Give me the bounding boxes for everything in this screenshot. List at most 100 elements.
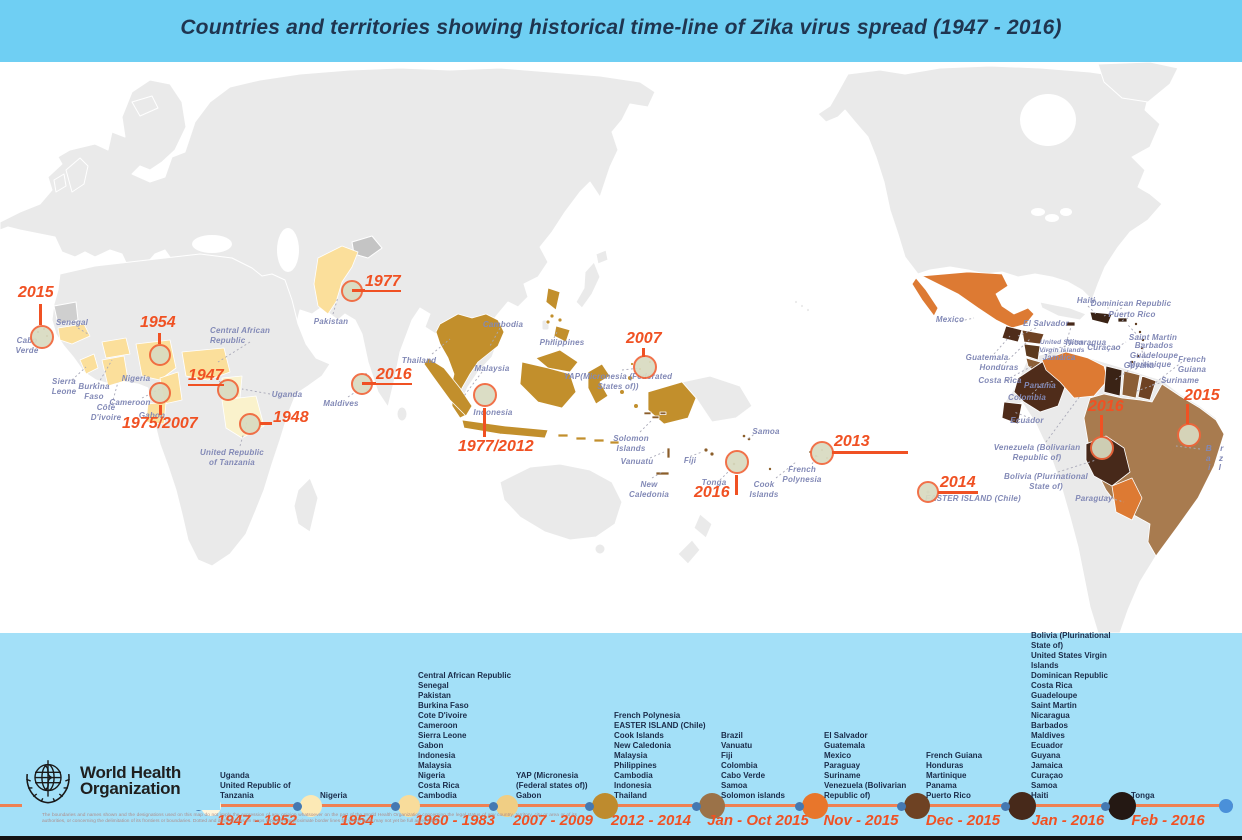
map-country-label-tanzania: United Republic of Tanzania bbox=[200, 448, 264, 467]
map-country-label-panama: Panama bbox=[1024, 381, 1056, 390]
year-label-pakistan-1977: 1977 bbox=[365, 273, 401, 292]
map-country-label-samoa: Samoa bbox=[752, 427, 780, 436]
who-logo bbox=[26, 760, 70, 804]
year-label-nigeria-1954: 1954 bbox=[140, 314, 176, 331]
map-country-label-saint-martin: Saint Martin bbox=[1128, 333, 1178, 342]
year-label-uganda-1947: 1947 bbox=[188, 367, 224, 386]
map-country-label-senegal: Senegal bbox=[55, 318, 89, 327]
marker-connector-pakistan-1977 bbox=[352, 289, 365, 292]
year-label-french-polynesia-2013: 2013 bbox=[834, 433, 870, 450]
marker-connector-tonga-2016 bbox=[735, 475, 738, 495]
title-bar: Countries and territories showing histor… bbox=[0, 0, 1242, 62]
year-label-easter-island-2014: 2014 bbox=[940, 474, 976, 491]
map-country-label-dominican-republic: Dominican Republic bbox=[1090, 299, 1172, 308]
map-country-label-cameroon: Cameroon bbox=[109, 398, 151, 407]
map-country-label-haiti: Haiti bbox=[1076, 296, 1096, 305]
marker-connector-yap-2007 bbox=[642, 348, 645, 357]
outbreak-marker-nigeria-1954 bbox=[149, 344, 171, 366]
marker-connector-tanzania-1948 bbox=[260, 422, 272, 425]
map-country-label-venezuela: Venezuela (Bolivarian Republic of) bbox=[993, 443, 1081, 462]
outbreak-marker-bolivia-2016 bbox=[1090, 436, 1114, 460]
year-label-tanzania-1948: 1948 bbox=[273, 409, 309, 426]
map-country-label-cambodia: Cambodia bbox=[482, 320, 524, 329]
outbreak-marker-brazil-2015 bbox=[1177, 423, 1201, 447]
outbreak-marker-cabo-verde-2015 bbox=[30, 325, 54, 349]
map-country-label-french-guiana: French Guiana bbox=[1177, 355, 1207, 374]
year-label-maldives-2016: 2016 bbox=[376, 366, 412, 385]
world-map bbox=[0, 62, 1225, 633]
map-country-label-yap-micronesia: YAP(Micronesia (Federated States of)) bbox=[563, 372, 672, 391]
who-logo-block: World Health Organization bbox=[22, 752, 220, 810]
marker-connector-bolivia-2016 bbox=[1100, 415, 1103, 437]
map-country-label-thailand: Thailand bbox=[401, 356, 437, 365]
continent-africa bbox=[51, 253, 331, 567]
map-country-label-uganda: Uganda bbox=[271, 390, 303, 399]
outbreak-marker-gabon-1975-2007 bbox=[149, 382, 171, 404]
page-title: Countries and territories showing histor… bbox=[180, 16, 1062, 39]
map-country-label-sierra-leone: Sierra Leone bbox=[51, 377, 77, 396]
map-country-label-costa-rica: Costa Rica bbox=[978, 376, 1022, 385]
continent-north-america bbox=[817, 62, 1179, 321]
map-country-label-guadeloupe: Guadeloupe bbox=[1129, 351, 1179, 360]
who-disclaimer: The boundaries and names shown and the d… bbox=[42, 813, 577, 824]
year-label-indonesia-1977-2012: 1977/2012 bbox=[458, 438, 534, 455]
map-overlay: Cabo Verde Senegal Sierra Leone Burkina Fas… bbox=[0, 62, 1242, 633]
map-country-label-maldives: Maldives bbox=[323, 399, 359, 408]
year-label-bolivia-2016: 2016 bbox=[1088, 398, 1124, 415]
map-country-label-nigeria: Nigeria bbox=[121, 374, 151, 383]
marker-connector-indonesia-1977-2012 bbox=[483, 408, 486, 437]
map-country-label-burkina-faso: Burkina Faso bbox=[78, 382, 110, 401]
map-country-label-us-virgin-islands: United States Virgin Islands bbox=[1039, 339, 1085, 354]
outbreak-marker-yap-2007 bbox=[633, 355, 657, 379]
year-label-yap-2007: 2007 bbox=[626, 330, 662, 347]
map-country-label-fiji: Fiji bbox=[683, 456, 697, 465]
year-label-brazil-2015: 2015 bbox=[1184, 387, 1220, 404]
map-country-label-suriname: Suriname bbox=[1160, 376, 1200, 385]
map-country-label-solomon-islands: Solomon Islands bbox=[613, 434, 649, 453]
map-country-label-guatemala: Guatemala bbox=[965, 353, 1009, 362]
map-country-label-martinique: Martinique bbox=[1128, 360, 1172, 369]
map-country-label-paraguay: Paraguay bbox=[1075, 494, 1113, 503]
map-area: Cabo Verde Senegal Sierra Leone Burkina Fas… bbox=[0, 62, 1242, 633]
marker-connector-easter-island-2014 bbox=[938, 491, 978, 494]
year-label-gabon-1975-2007: 1975/2007 bbox=[122, 415, 198, 432]
map-country-label-puerto-rico: Puerto Rico bbox=[1108, 310, 1156, 319]
map-country-label-gabon: Gabon bbox=[138, 411, 166, 420]
marker-connector-nigeria-1954 bbox=[158, 333, 161, 344]
map-country-label-el-salvador: El Salvador bbox=[1023, 319, 1069, 328]
map-country-label-honduras: Honduras bbox=[979, 363, 1019, 372]
map-country-label-colombia: Colombia bbox=[1007, 393, 1047, 402]
map-country-label-cote-divoire: Côte D'ivoire bbox=[90, 403, 122, 422]
year-label-tonga-2016: 2016 bbox=[694, 484, 730, 501]
outbreak-marker-tonga-2016 bbox=[725, 450, 749, 474]
bottom-border bbox=[0, 836, 1242, 840]
year-label-cabo-verde-2015: 2015 bbox=[18, 284, 54, 301]
map-country-label-new-caledonia: New Caledonia bbox=[628, 480, 670, 499]
map-country-label-malaysia: Malaysia bbox=[474, 364, 510, 373]
marker-connector-cabo-verde-2015 bbox=[39, 304, 42, 325]
map-country-label-french-polynesia: French Polynesia bbox=[782, 465, 822, 484]
map-country-label-ecuador: Ecuador bbox=[1010, 416, 1044, 425]
map-country-label-guyana: Guyana bbox=[1123, 361, 1155, 370]
map-country-label-vanuatu: Vanuatu bbox=[620, 457, 654, 466]
marker-connector-gabon-1975-2007 bbox=[159, 405, 162, 415]
map-country-label-barbados: Barbados bbox=[1134, 341, 1174, 350]
map-country-label-easter-island: EASTER ISLAND (Chile) bbox=[925, 494, 1021, 503]
continent-oceania bbox=[499, 299, 811, 565]
map-country-label-bolivia: Bolivia (Plurinational State of) bbox=[1004, 472, 1088, 491]
who-name: World Health Organization bbox=[80, 762, 181, 798]
marker-connector-brazil-2015 bbox=[1186, 404, 1189, 424]
map-country-label-nicaragua: Nicaragua bbox=[1065, 338, 1107, 347]
outbreak-marker-indonesia-1977-2012 bbox=[473, 383, 497, 407]
map-country-label-central-african-republic: Central African Republic bbox=[210, 326, 271, 345]
map-country-label-mexico: Mexico bbox=[935, 315, 965, 324]
map-country-label-cook-islands: Cook Islands bbox=[749, 480, 779, 499]
map-country-label-pakistan: Pakistan bbox=[313, 317, 349, 326]
map-country-label-cabo-verde: Cabo Verde bbox=[15, 336, 39, 355]
outbreak-marker-french-polynesia-2013 bbox=[810, 441, 834, 465]
map-country-label-jamaica: Jamaica bbox=[1042, 353, 1076, 362]
outbreak-marker-easter-island-2014 bbox=[917, 481, 939, 503]
map-country-label-tonga: Tonga bbox=[701, 478, 727, 487]
map-country-label-curacao: Curaçao bbox=[1087, 343, 1121, 352]
